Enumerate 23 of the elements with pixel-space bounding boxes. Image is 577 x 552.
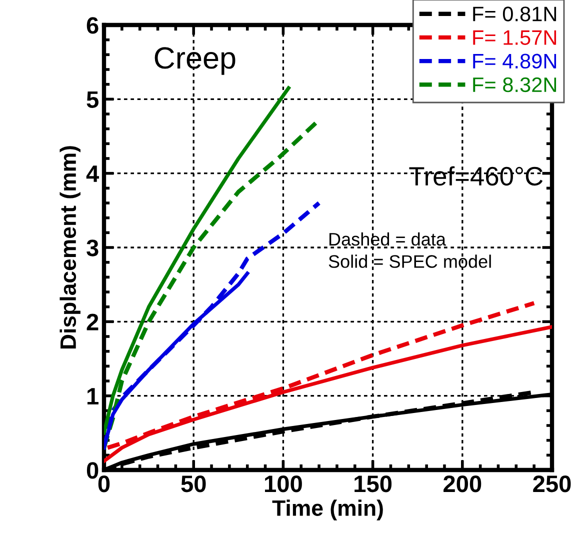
y-tick-label: 0 <box>86 462 98 479</box>
y-axis-title: Displacement (mm) <box>60 146 80 349</box>
legend-label: F= 1.57N <box>473 30 556 45</box>
y-tick-label: 5 <box>86 91 98 108</box>
annotation: Solid = SPEC model <box>328 254 491 268</box>
x-tick-label: 150 <box>354 475 392 492</box>
y-tick-label: 2 <box>86 314 98 330</box>
x-tick-label: 200 <box>444 475 482 492</box>
legend-label: F= 8.32N <box>473 77 556 92</box>
annotation: Creep <box>154 47 236 75</box>
x-tick-label: 50 <box>181 475 206 492</box>
y-tick-label: 6 <box>86 17 98 34</box>
y-tick-label: 4 <box>86 166 100 182</box>
annotation: Tref=460°C <box>409 166 543 186</box>
x-axis-title: Time (min) <box>272 500 383 520</box>
x-tick-label: 0 <box>98 475 110 492</box>
y-tick-label: 1 <box>87 388 98 404</box>
y-tick-label: 3 <box>86 240 98 256</box>
x-tick-label: 100 <box>264 475 302 492</box>
legend-label: F= 4.89N <box>473 54 556 69</box>
legend-label: F= 0.81N <box>473 6 556 22</box>
annotation: Dashed = data <box>329 232 446 246</box>
x-tick-label: 250 <box>533 475 571 492</box>
